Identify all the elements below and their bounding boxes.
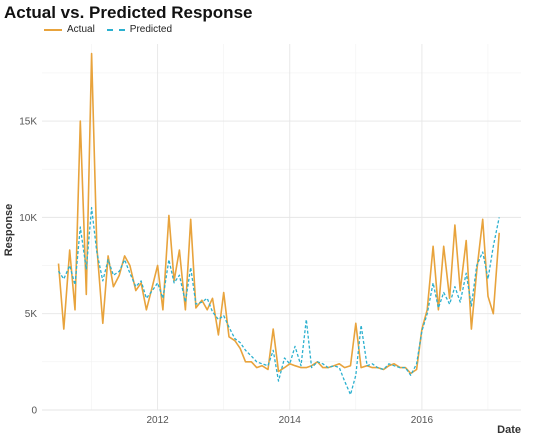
legend-label-actual: Actual [67, 24, 95, 35]
y-tick-label: 15K [19, 117, 37, 128]
series-line-actual [57, 52, 500, 375]
y-tick-label: 5K [25, 309, 38, 320]
chart-title: Actual vs. Predicted Response [4, 3, 253, 22]
x-tick-label: 2016 [411, 415, 434, 426]
legend: Actual Predicted [44, 24, 184, 35]
series-line-predicted [57, 207, 500, 396]
legend-item-predicted: Predicted [106, 24, 173, 35]
legend-key-predicted [106, 28, 125, 31]
y-axis-title: Response [3, 204, 15, 257]
grid [42, 44, 521, 411]
tick-layer: 0 5K 10K 15K 2012 2014 2016 [19, 117, 433, 426]
y-tick-label: 10K [19, 213, 37, 224]
series-layer [57, 52, 500, 396]
legend-item-actual: Actual [44, 24, 95, 35]
x-axis-title: Date [497, 424, 521, 436]
x-tick-label: 2014 [279, 415, 302, 426]
y-tick-label: 0 [31, 406, 37, 417]
x-tick-label: 2012 [146, 415, 169, 426]
legend-key-actual [44, 28, 62, 31]
legend-label-predicted: Predicted [129, 24, 173, 35]
